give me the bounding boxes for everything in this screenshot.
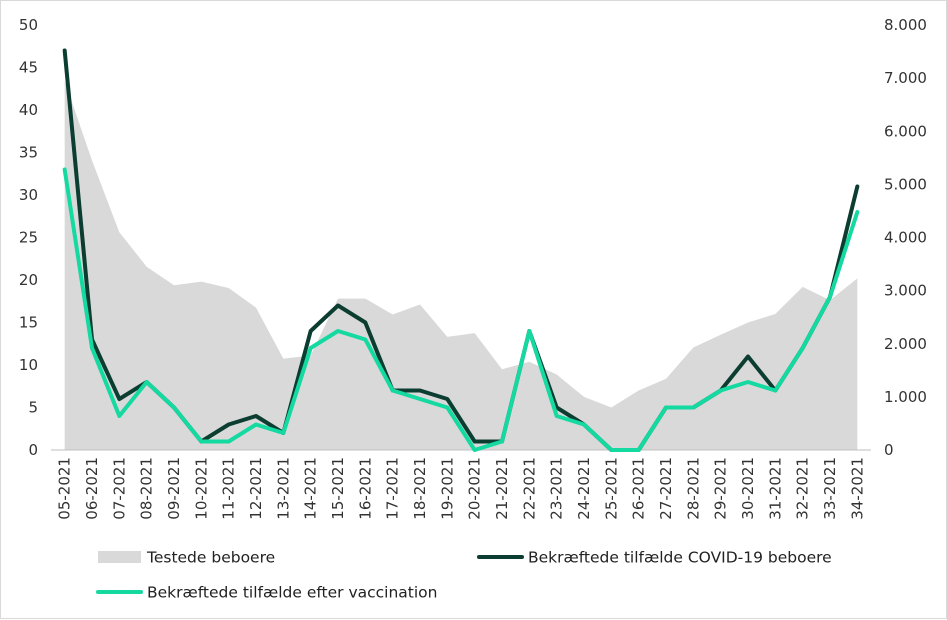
tick-layer: 0 5 10 15 20 25 30 35 40 45 50 0 1.000 2.000 3.000 4.00… xyxy=(19,16,927,520)
y-left-tick-label: 25 xyxy=(19,229,38,247)
x-tick-label: 25-2021 xyxy=(602,457,620,520)
x-tick-label: 33-2021 xyxy=(821,457,839,520)
area-layer xyxy=(64,80,858,450)
x-tick-label: 20-2021 xyxy=(466,457,484,520)
x-tick-label: 18-2021 xyxy=(411,457,429,520)
y-right-tick-label: 4.000 xyxy=(884,229,927,247)
x-tick-label: 31-2021 xyxy=(766,457,784,520)
y-right-tick-label: 2.000 xyxy=(884,335,927,353)
legend-swatch xyxy=(98,551,141,563)
line-layer xyxy=(62,48,860,452)
legend-item-bekr-ftede-tilf-lde-covid-19-beboere: Bekræftede tilfælde COVID-19 beboere xyxy=(477,549,832,567)
y-right-tick-label: 0 xyxy=(884,441,894,459)
y-right-tick-label: 5.000 xyxy=(884,175,927,193)
x-tick-label: 11-2021 xyxy=(220,457,238,520)
x-tick-label: 06-2021 xyxy=(83,457,101,520)
y-right-tick-label: 1.000 xyxy=(884,388,927,406)
y-left-tick-label: 30 xyxy=(19,186,38,204)
x-tick-label: 27-2021 xyxy=(657,457,675,520)
y-left-tick-label: 50 xyxy=(19,16,38,34)
legend-label: Testede beboere xyxy=(146,549,275,567)
legend-label: Bekræftede tilfælde COVID-19 beboere xyxy=(528,549,832,567)
y-left-tick-label: 5 xyxy=(28,399,38,417)
x-tick-label: 29-2021 xyxy=(712,457,730,520)
y-right-tick-label: 6.000 xyxy=(884,122,927,140)
x-tick-label: 23-2021 xyxy=(548,457,566,520)
y-right-tick-label: 8.000 xyxy=(884,16,927,34)
legend-label: Bekræftede tilfælde efter vaccination xyxy=(147,584,437,602)
x-tick-label: 26-2021 xyxy=(630,457,648,520)
x-tick-label: 24-2021 xyxy=(575,457,593,520)
y-left-tick-label: 40 xyxy=(19,101,38,119)
x-tick-label: 14-2021 xyxy=(302,457,320,520)
y-left-tick-label: 35 xyxy=(19,144,38,162)
y-right-tick-label: 7.000 xyxy=(884,69,927,87)
x-tick-label: 32-2021 xyxy=(794,457,812,520)
legend-item-bekr-ftede-tilf-lde-efter-vaccination: Bekræftede tilfælde efter vaccination xyxy=(96,584,437,602)
y-left-tick-label: 45 xyxy=(19,59,38,77)
x-tick-label: 15-2021 xyxy=(329,457,347,520)
legend-layer: Testede beboere Bekræftede tilfælde COVID… xyxy=(96,549,832,602)
x-tick-label: 12-2021 xyxy=(247,457,265,520)
y-left-tick-label: 20 xyxy=(19,271,38,289)
x-tick-label: 09-2021 xyxy=(165,457,183,520)
x-tick-label: 13-2021 xyxy=(274,457,292,520)
y-left-tick-label: 0 xyxy=(28,441,38,459)
x-tick-label: 10-2021 xyxy=(192,457,210,520)
line-series-bekr-ftede-tilf-lde-efter-vaccination xyxy=(62,167,860,452)
y-right-tick-label: 3.000 xyxy=(884,282,927,300)
x-tick-label: 16-2021 xyxy=(356,457,374,520)
x-tick-label: 05-2021 xyxy=(56,457,74,520)
x-tick-label: 17-2021 xyxy=(384,457,402,520)
x-tick-label: 19-2021 xyxy=(438,457,456,520)
y-left-tick-label: 10 xyxy=(19,356,38,374)
x-tick-label: 28-2021 xyxy=(684,457,702,520)
x-tick-label: 22-2021 xyxy=(520,457,538,520)
y-left-tick-label: 15 xyxy=(19,314,38,332)
x-tick-label: 34-2021 xyxy=(848,457,866,520)
legend-item-testede-beboere: Testede beboere xyxy=(98,549,275,567)
x-tick-label: 07-2021 xyxy=(110,457,128,520)
x-tick-label: 30-2021 xyxy=(739,457,757,520)
area-series-testede-beboere xyxy=(64,80,858,450)
x-tick-label: 08-2021 xyxy=(138,457,156,520)
x-tick-label: 21-2021 xyxy=(493,457,511,520)
